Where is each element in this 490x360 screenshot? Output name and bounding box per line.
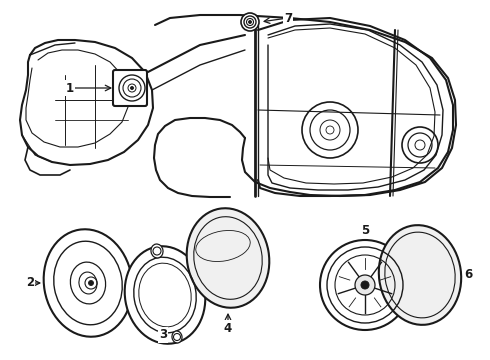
Ellipse shape <box>187 208 270 308</box>
Ellipse shape <box>151 244 163 258</box>
Text: 7: 7 <box>284 12 292 24</box>
Text: 1: 1 <box>66 81 74 95</box>
Ellipse shape <box>124 246 205 344</box>
Text: 2: 2 <box>26 276 34 289</box>
Circle shape <box>89 280 94 285</box>
Circle shape <box>361 281 369 289</box>
Circle shape <box>248 21 251 23</box>
Circle shape <box>130 86 133 90</box>
Ellipse shape <box>379 225 461 325</box>
Text: 3: 3 <box>159 328 167 342</box>
Circle shape <box>320 240 410 330</box>
FancyBboxPatch shape <box>113 70 147 106</box>
Circle shape <box>241 13 259 31</box>
Ellipse shape <box>172 331 182 343</box>
Text: 4: 4 <box>224 321 232 334</box>
Text: 6: 6 <box>464 269 472 282</box>
Ellipse shape <box>44 229 132 337</box>
Text: 5: 5 <box>361 224 369 237</box>
Circle shape <box>355 275 375 295</box>
